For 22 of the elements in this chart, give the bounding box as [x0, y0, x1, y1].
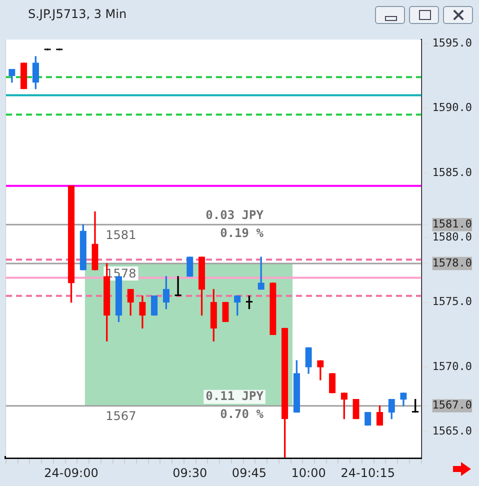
y-tick-label: 1580.0	[432, 230, 472, 244]
y-tick-label: 1578.0	[432, 256, 472, 270]
y-tick-label: 1595.0	[432, 36, 472, 50]
annotation: 0.03 JPY	[206, 208, 264, 222]
ref-line-label: 1567	[106, 408, 136, 423]
chart-title: S.JP.J5713, 3 Min	[28, 7, 127, 21]
annotation: 0.19 %	[220, 226, 264, 240]
y-tick-label: 1565.0	[432, 424, 472, 438]
x-tick-label: 09:30	[172, 466, 208, 480]
y-tick-label: 1590.0	[432, 101, 472, 114]
annotation: 0.70 %	[220, 406, 264, 421]
y-tick-label: 1581.0	[432, 218, 472, 231]
y-tick-label: 1567.0	[432, 398, 472, 412]
ref-line-label: 1581	[106, 228, 136, 242]
y-tick-label: 1575.0	[432, 295, 472, 308]
annotation: 0.11 JPY	[206, 388, 264, 403]
x-tick-label: 09:45	[232, 466, 267, 480]
y-tick-label: 1585.0	[432, 166, 472, 179]
x-tick-label: 24-10:15	[340, 466, 395, 480]
y-tick-label: 1570.0	[432, 360, 472, 373]
x-tick-label: 24-09:00	[44, 466, 98, 480]
x-tick-label: 10:00	[291, 466, 326, 480]
